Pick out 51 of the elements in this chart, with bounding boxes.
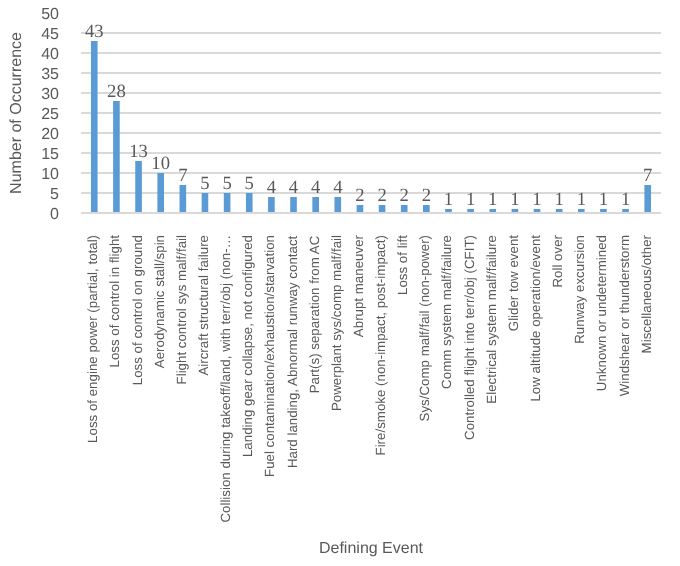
bar bbox=[157, 173, 165, 213]
y-tick-label: 5 bbox=[50, 185, 61, 203]
bar bbox=[312, 197, 319, 213]
data-label: 43 bbox=[84, 23, 105, 43]
data-label: 4 bbox=[266, 179, 277, 199]
data-label: 4 bbox=[333, 179, 344, 199]
bar bbox=[90, 41, 98, 213]
bar bbox=[423, 205, 430, 213]
y-tick-label: 40 bbox=[41, 45, 61, 63]
data-label: 2 bbox=[377, 187, 388, 207]
data-label: 1 bbox=[532, 191, 543, 211]
y-tick-label: 30 bbox=[41, 85, 61, 103]
data-label: 1 bbox=[488, 191, 499, 211]
bar bbox=[644, 185, 652, 213]
y-tick-label: 45 bbox=[41, 25, 61, 43]
bar bbox=[290, 197, 297, 213]
bar bbox=[400, 205, 408, 213]
data-label: 28 bbox=[107, 83, 127, 103]
data-label: 1 bbox=[510, 191, 521, 211]
y-tick-label: 0 bbox=[50, 205, 61, 223]
data-label: 5 bbox=[222, 175, 233, 195]
data-label: 5 bbox=[200, 175, 211, 195]
bar bbox=[334, 197, 342, 213]
data-label: 1 bbox=[443, 191, 454, 211]
data-label: 7 bbox=[178, 167, 189, 187]
y-tick-label: 20 bbox=[41, 125, 61, 143]
data-label: 2 bbox=[355, 187, 366, 207]
data-label: 13 bbox=[129, 143, 149, 163]
y-axis-title: Number of Occurrence bbox=[7, 30, 26, 194]
data-label: 1 bbox=[554, 191, 565, 211]
bar bbox=[113, 101, 120, 213]
data-label: 5 bbox=[244, 175, 255, 195]
bar bbox=[135, 161, 142, 213]
y-tick-label: 10 bbox=[41, 165, 61, 183]
data-label: 1 bbox=[465, 191, 476, 211]
bar bbox=[268, 197, 275, 213]
data-label: 10 bbox=[151, 155, 171, 175]
y-tick-label: 50 bbox=[41, 5, 61, 23]
data-label: 1 bbox=[620, 191, 631, 211]
data-label: 2 bbox=[399, 187, 410, 207]
x-axis-title: Defining Event bbox=[318, 538, 425, 557]
y-tick-label: 15 bbox=[41, 145, 61, 163]
bar bbox=[245, 193, 253, 213]
data-label: 1 bbox=[598, 191, 609, 211]
data-label: 4 bbox=[288, 179, 299, 199]
y-tick-label: 25 bbox=[41, 105, 61, 123]
data-label: 4 bbox=[310, 179, 321, 199]
data-label: 7 bbox=[643, 167, 654, 187]
data-label: 2 bbox=[421, 187, 432, 207]
data-label: 1 bbox=[576, 191, 587, 211]
y-tick-label: 35 bbox=[41, 65, 61, 83]
